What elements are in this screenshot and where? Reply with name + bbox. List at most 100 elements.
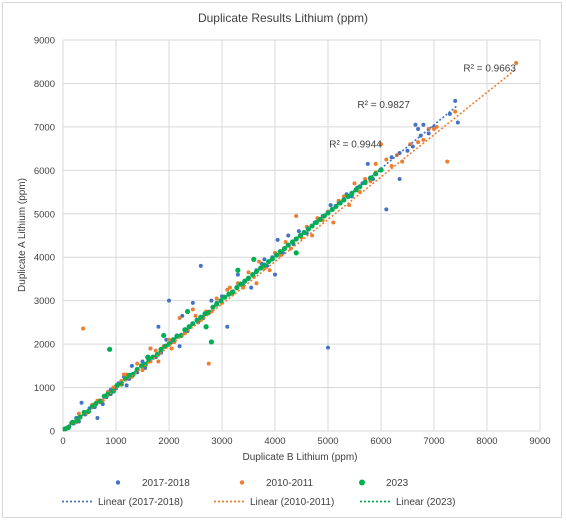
- data-point: [143, 366, 148, 371]
- data-point: [254, 281, 259, 286]
- data-point: [178, 332, 184, 339]
- trendline: [62, 68, 517, 432]
- y-tick-label: 8000: [34, 79, 55, 90]
- data-point: [273, 272, 277, 277]
- trendlines: [62, 68, 517, 432]
- data-point: [293, 250, 299, 256]
- legend-marker: [359, 479, 365, 486]
- data-point: [177, 316, 182, 321]
- y-tick-label: 5000: [34, 209, 55, 220]
- data-point: [208, 339, 214, 345]
- data-point: [455, 120, 460, 125]
- y-tick-label: 4000: [34, 253, 55, 264]
- data-point: [190, 307, 195, 312]
- data-point: [198, 263, 203, 268]
- legend-label: 2017-2018: [142, 478, 190, 489]
- legend-label: 2023: [386, 478, 409, 489]
- data-point: [331, 220, 336, 225]
- y-tick-label: 9000: [34, 36, 55, 47]
- data-point: [434, 124, 439, 129]
- y-tick-label: 6000: [34, 166, 55, 177]
- data-point: [283, 240, 288, 245]
- data-point: [156, 359, 161, 364]
- y-tick-labels: 0 1000 2000 3000 4000 5000 6000 7000 8000 9000: [34, 36, 55, 438]
- gridlines: [62, 39, 541, 432]
- data-point: [95, 415, 100, 420]
- data-point: [153, 348, 158, 353]
- data-point: [326, 345, 330, 350]
- data-point: [111, 385, 116, 390]
- data-point: [426, 131, 431, 136]
- x-tick-label: 7000: [423, 436, 444, 447]
- data-point: [379, 142, 383, 147]
- x-tick-label: 3000: [211, 436, 232, 447]
- data-point: [235, 267, 241, 273]
- x-tick-label: 4000: [264, 436, 285, 447]
- data-point: [193, 313, 198, 318]
- x-axis-title: Duplicate B Lithium (ppm): [242, 452, 357, 463]
- r-squared-labels: R² = 0.9827 R² = 0.9663 R² = 0.9944: [329, 63, 516, 150]
- data-point: [278, 253, 283, 258]
- data-point: [180, 313, 185, 318]
- legend-marker: [239, 480, 245, 485]
- legend-label: Linear (2010-2011): [250, 497, 334, 508]
- data-point: [227, 285, 232, 290]
- x-tick-labels: 0 1000 2000 3000 4000 5000 6000 7000 8000 9000: [60, 436, 550, 447]
- x-tick-label: 2000: [158, 436, 179, 447]
- data-point: [107, 346, 113, 352]
- data-point: [246, 270, 251, 275]
- x-tick-label: 6000: [370, 436, 391, 447]
- data-point: [341, 194, 346, 199]
- data-point: [184, 308, 191, 315]
- data-point: [203, 324, 209, 330]
- data-point: [365, 161, 370, 166]
- legend-label: 2010-2011: [266, 478, 314, 489]
- data-point: [249, 285, 254, 290]
- data-point: [140, 368, 145, 373]
- data-point: [177, 344, 182, 349]
- data-point: [296, 229, 301, 234]
- data-point: [214, 296, 219, 301]
- data-point: [384, 207, 389, 212]
- data-point: [190, 300, 195, 305]
- data-point: [421, 137, 426, 142]
- data-point: [413, 122, 418, 127]
- data-point: [262, 257, 267, 262]
- chart-title: Duplicate Results Lithium (ppm): [198, 11, 368, 25]
- data-point: [148, 346, 153, 351]
- data-point: [416, 140, 421, 145]
- r-squared-label: R² = 0.9827: [357, 100, 410, 111]
- data-point: [209, 298, 214, 303]
- data-point: [453, 109, 458, 114]
- data-point: [161, 332, 167, 339]
- x-tick-label: 8000: [476, 436, 497, 447]
- data-point: [384, 157, 389, 162]
- y-tick-label: 1000: [34, 383, 55, 394]
- data-point: [121, 372, 126, 377]
- data-point: [405, 148, 410, 153]
- data-point: [328, 203, 333, 208]
- data-point: [251, 256, 257, 262]
- data-point: [167, 298, 171, 303]
- data-point: [453, 98, 458, 103]
- data-point: [421, 122, 426, 127]
- data-point: [373, 161, 378, 166]
- data-point: [294, 213, 299, 218]
- legend: 2017-2018 2010-2011 2023 Linear (2017-2018)…: [62, 478, 455, 508]
- data-point: [225, 324, 230, 329]
- r-squared-label: R² = 0.9663: [463, 63, 516, 74]
- data-point: [169, 346, 174, 351]
- data-point: [129, 363, 134, 368]
- data-point: [514, 61, 519, 66]
- data-point: [432, 127, 436, 132]
- data-point: [410, 144, 415, 149]
- x-tick-label: 1000: [105, 436, 126, 447]
- data-point: [235, 272, 240, 277]
- trendline: [62, 166, 385, 432]
- y-tick-label: 2000: [34, 340, 55, 351]
- data-point: [389, 155, 394, 160]
- r-squared-label: R² = 0.9944: [329, 139, 382, 150]
- legend-label: Linear (2023): [396, 497, 455, 508]
- data-point: [257, 259, 262, 264]
